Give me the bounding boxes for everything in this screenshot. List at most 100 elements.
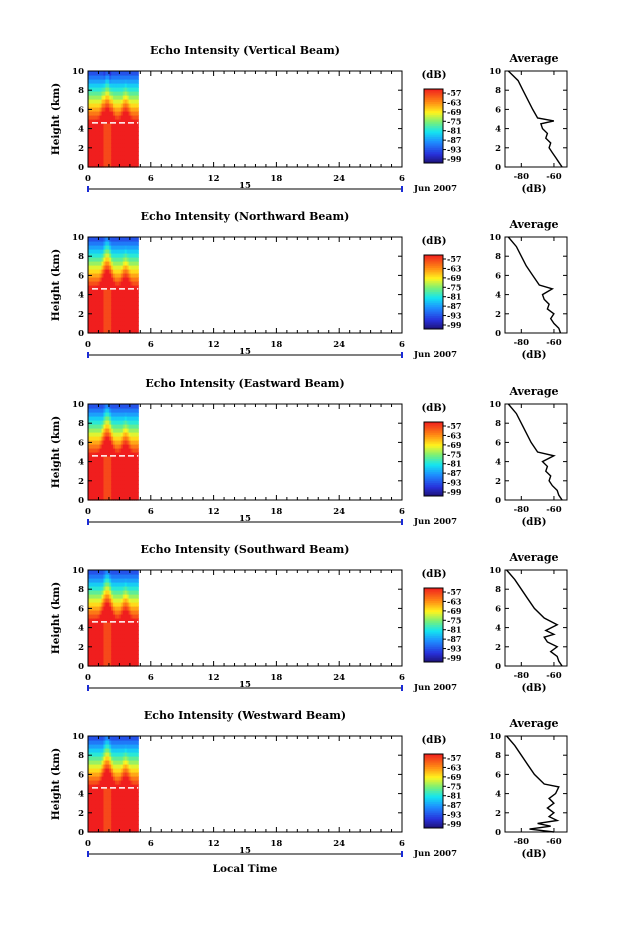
heatmap-cell	[109, 804, 112, 809]
heatmap-cell	[93, 788, 97, 793]
heatmap-cell	[99, 634, 103, 639]
heatmap-cell	[109, 285, 112, 290]
heatmap-cell	[128, 658, 132, 663]
heatmap-cell	[120, 804, 124, 809]
average-x-tick-label: -60	[546, 837, 561, 847]
heatmap-cell	[105, 760, 108, 765]
date-marker: 15	[239, 514, 251, 524]
heatmap-cell	[115, 139, 118, 144]
heatmap-cell	[99, 79, 103, 84]
heatmap-cell	[95, 448, 99, 453]
heatmap-cell	[124, 650, 128, 655]
heatmap-cell	[113, 784, 116, 789]
heatmap-cell	[132, 408, 135, 413]
heatmap-cell	[134, 488, 137, 493]
heatmap-cell	[107, 448, 110, 453]
heatmap-cell	[136, 630, 139, 635]
heatmap-cell	[99, 824, 103, 829]
heatmap-cell	[88, 812, 91, 817]
colorbar-segment	[424, 630, 443, 633]
heatmap-cell	[89, 317, 93, 322]
heatmap-cell	[107, 606, 110, 611]
heatmap-cell	[107, 245, 110, 250]
heatmap-cell	[103, 586, 106, 591]
heatmap-cell	[120, 325, 124, 330]
heatmap-cell	[134, 630, 137, 635]
heatmap-cell	[107, 764, 110, 769]
heatmap-cell	[115, 622, 118, 627]
heatmap-cell	[122, 784, 126, 789]
heatmap-cell	[93, 614, 97, 619]
heatmap-cell	[88, 257, 91, 262]
heatmap-cell	[95, 820, 99, 825]
heatmap-cell	[99, 143, 103, 148]
heatmap-cell	[105, 107, 108, 112]
heatmap-cell	[120, 139, 124, 144]
heatmap-cell	[113, 578, 116, 583]
heatmap-cell	[107, 408, 110, 413]
heatmap-cell	[115, 634, 118, 639]
heatmap-cell	[126, 642, 130, 647]
heatmap-cell	[122, 147, 126, 152]
heatmap-cell	[88, 281, 91, 286]
heatmap-cell	[122, 606, 126, 611]
heatmap-cell	[116, 788, 120, 793]
heatmap-cell	[107, 788, 110, 793]
heatmap-cell	[88, 237, 91, 242]
heatmap-cell	[101, 155, 105, 160]
heatmap-cell	[93, 115, 97, 120]
heatmap-cell	[93, 590, 97, 595]
heatmap-cell	[88, 492, 91, 497]
heatmap-cell	[118, 163, 122, 168]
heatmap-cell	[97, 456, 101, 461]
heatmap-cell	[89, 139, 93, 144]
colorbar-segment	[424, 639, 443, 643]
heatmap-cell	[89, 460, 93, 465]
heatmap-cell	[105, 476, 108, 481]
heatmap-cell	[103, 87, 106, 92]
average-y-tick-label: 4	[495, 125, 501, 135]
y-tick-label: 2	[78, 310, 84, 320]
heatmap-cell	[132, 79, 135, 84]
colorbar-segment	[424, 464, 443, 467]
heatmap-cell	[126, 297, 130, 302]
average-x-tick-label: -80	[514, 837, 529, 847]
heatmap-cell	[134, 480, 137, 485]
heatmap-cell	[99, 492, 103, 497]
heatmap-cell	[105, 127, 108, 132]
heatmap-cell	[126, 245, 130, 250]
heatmap-cell	[118, 650, 122, 655]
heatmap-cell	[134, 816, 137, 821]
heatmap-cell	[134, 820, 137, 825]
heatmap-cell	[111, 590, 114, 595]
heatmap-cell	[107, 305, 110, 310]
colorbar-segment	[424, 425, 443, 429]
heatmap-cell	[109, 488, 112, 493]
heatmap-cell	[136, 420, 139, 425]
heatmap-cell	[89, 658, 93, 663]
average-y-tick-label: 2	[495, 643, 501, 653]
heatmap-cell	[126, 139, 130, 144]
heatmap-cell	[118, 662, 122, 667]
heatmap-cell	[91, 261, 95, 266]
heatmap-cell	[93, 444, 97, 449]
heatmap-cell	[99, 309, 103, 314]
heatmap-cell	[109, 630, 112, 635]
heatmap-cell	[134, 452, 137, 457]
heatmap-cell	[101, 424, 105, 429]
heatmap-cell	[89, 796, 93, 801]
heatmap-cell	[120, 428, 124, 433]
heatmap-cell	[132, 614, 135, 619]
heatmap-cell	[136, 614, 139, 619]
heatmap-cell	[136, 642, 139, 647]
heatmap-cell	[107, 440, 110, 445]
heatmap-cell	[124, 297, 128, 302]
heatmap-cell	[113, 618, 116, 623]
heatmap-cell	[107, 87, 110, 92]
heatmap-cell	[101, 602, 105, 607]
heatmap-cell	[109, 237, 112, 242]
heatmap-cell	[99, 321, 103, 326]
heatmap-cell	[126, 151, 130, 156]
heatmap-cell	[93, 642, 97, 647]
heatmap-cell	[113, 329, 116, 334]
